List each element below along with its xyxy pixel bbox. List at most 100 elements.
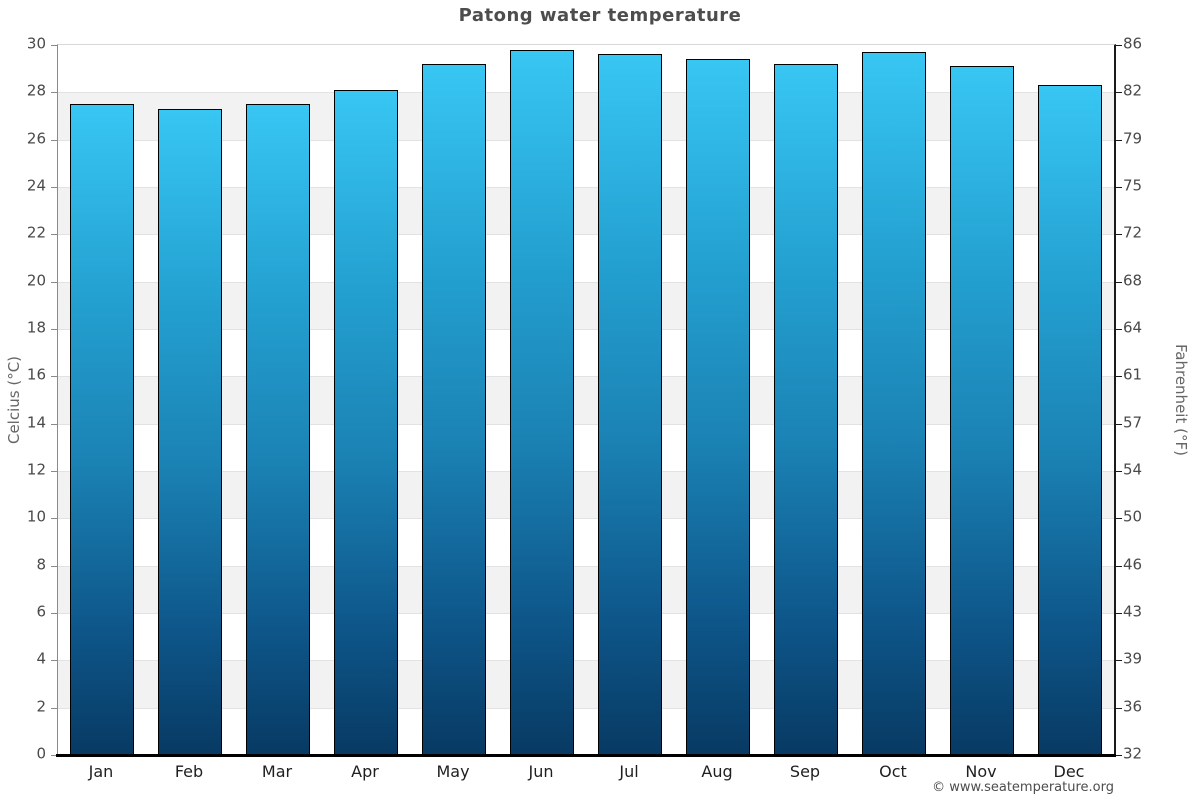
- celsius-tick-mark: [51, 92, 57, 94]
- x-tick-label-jun: Jun: [528, 762, 554, 781]
- celsius-tick-mark: [51, 234, 57, 236]
- fahrenheit-tick-mark: [1116, 92, 1122, 94]
- grid-band: [58, 423, 1114, 471]
- fahrenheit-tick-label: 50: [1123, 507, 1143, 526]
- x-tick-label-may: May: [436, 762, 470, 781]
- plot-area: [51, 44, 1122, 757]
- gridline: [58, 565, 1114, 567]
- fahrenheit-tick-mark: [1116, 281, 1122, 283]
- fahrenheit-tick-mark: [1116, 376, 1122, 378]
- bar-dec: [1038, 85, 1102, 755]
- grid-band: [58, 660, 1114, 708]
- fahrenheit-tick-label: 72: [1123, 223, 1143, 242]
- fahrenheit-tick-mark: [1116, 518, 1122, 520]
- grid-band: [58, 707, 1114, 755]
- gridline: [58, 281, 1114, 283]
- grid-band: [58, 376, 1114, 424]
- celsius-tick-label: 14: [26, 413, 46, 432]
- grid-band: [58, 613, 1114, 661]
- celsius-tick-mark: [51, 755, 57, 756]
- celsius-tick-mark: [51, 565, 57, 567]
- x-tick-label-nov: Nov: [965, 762, 997, 781]
- x-tick-label-mar: Mar: [261, 762, 293, 781]
- fahrenheit-tick-label: 46: [1123, 555, 1143, 574]
- celsius-tick-label: 8: [36, 555, 46, 574]
- gridline: [58, 234, 1114, 236]
- fahrenheit-tick-mark: [1116, 613, 1122, 614]
- celsius-tick-mark: [51, 281, 57, 283]
- celsius-tick-mark: [51, 518, 57, 520]
- celsius-tick-label: 22: [26, 223, 46, 242]
- celsius-tick-label: 26: [26, 129, 46, 148]
- fahrenheit-tick-label: 86: [1123, 34, 1143, 53]
- x-axis-line: [56, 754, 1116, 757]
- gridline: [58, 187, 1114, 188]
- fahrenheit-tick-label: 64: [1123, 318, 1143, 337]
- bar-sep: [774, 63, 838, 755]
- gridline: [58, 423, 1114, 425]
- grid-band: [58, 329, 1114, 377]
- celsius-tick-mark: [51, 329, 57, 330]
- bar-mar: [246, 104, 310, 755]
- fahrenheit-tick-label: 61: [1123, 365, 1143, 384]
- fahrenheit-tick-label: 32: [1123, 744, 1143, 763]
- x-tick-label-aug: Aug: [701, 762, 733, 781]
- copyright: © www.seatemperature.org: [932, 780, 1114, 795]
- grid-band: [58, 281, 1114, 329]
- gridline: [58, 707, 1114, 709]
- gridline: [58, 660, 1114, 662]
- x-tick-label-oct: Oct: [879, 762, 907, 781]
- gridline: [58, 139, 1114, 141]
- fahrenheit-tick-mark: [1116, 565, 1122, 567]
- fahrenheit-tick-mark: [1116, 187, 1122, 188]
- celsius-tick-mark: [51, 45, 57, 46]
- celsius-tick-label: 10: [26, 507, 46, 526]
- fahrenheit-tick-label: 43: [1123, 602, 1143, 621]
- celsius-tick-label: 0: [36, 744, 46, 763]
- celsius-tick-label: 28: [26, 81, 46, 100]
- gridline: [58, 376, 1114, 378]
- fahrenheit-tick-mark: [1116, 707, 1122, 709]
- gridline: [58, 613, 1114, 614]
- bar-jan: [70, 104, 134, 755]
- fahrenheit-tick-mark: [1116, 660, 1122, 662]
- bar-aug: [686, 59, 750, 755]
- bar-nov: [950, 66, 1014, 755]
- chart-title: Patong water temperature: [458, 5, 742, 26]
- celsius-tick-mark: [51, 613, 57, 614]
- fahrenheit-tick-label: 54: [1123, 460, 1143, 479]
- celsius-tick-mark: [51, 423, 57, 425]
- x-tick-label-jan: Jan: [88, 762, 114, 781]
- fahrenheit-tick-label: 82: [1123, 81, 1143, 100]
- fahrenheit-tick-label: 36: [1123, 697, 1143, 716]
- bar-jul: [598, 54, 662, 755]
- fahrenheit-tick-mark: [1116, 471, 1122, 472]
- bar-may: [422, 63, 486, 755]
- celsius-tick-label: 20: [26, 271, 46, 290]
- fahrenheit-tick-mark: [1116, 329, 1122, 330]
- grid-band: [58, 471, 1114, 519]
- celsius-tick-mark: [51, 707, 57, 709]
- celsius-tick-label: 2: [36, 697, 46, 716]
- bar-apr: [334, 89, 398, 755]
- celsius-tick-label: 30: [26, 34, 46, 53]
- fahrenheit-tick-label: 39: [1123, 649, 1143, 668]
- x-tick-label-feb: Feb: [174, 762, 204, 781]
- gridline: [58, 518, 1114, 520]
- fahrenheit-tick-mark: [1116, 423, 1122, 425]
- gridline: [58, 92, 1114, 94]
- fahrenheit-tick-mark: [1116, 45, 1122, 46]
- grid-band: [58, 565, 1114, 613]
- grid-band: [58, 45, 1114, 93]
- bar-feb: [158, 108, 222, 755]
- fahrenheit-tick-label: 57: [1123, 413, 1143, 432]
- fahrenheit-axis-label: Fahrenheit (°F): [1172, 344, 1190, 456]
- grid-band: [58, 234, 1114, 282]
- gridline: [58, 329, 1114, 330]
- fahrenheit-tick-label: 79: [1123, 129, 1143, 148]
- celsius-tick-label: 16: [26, 365, 46, 384]
- grid-band: [58, 139, 1114, 187]
- grid-band: [58, 92, 1114, 140]
- celsius-tick-label: 12: [26, 460, 46, 479]
- fahrenheit-tick-mark: [1116, 755, 1122, 756]
